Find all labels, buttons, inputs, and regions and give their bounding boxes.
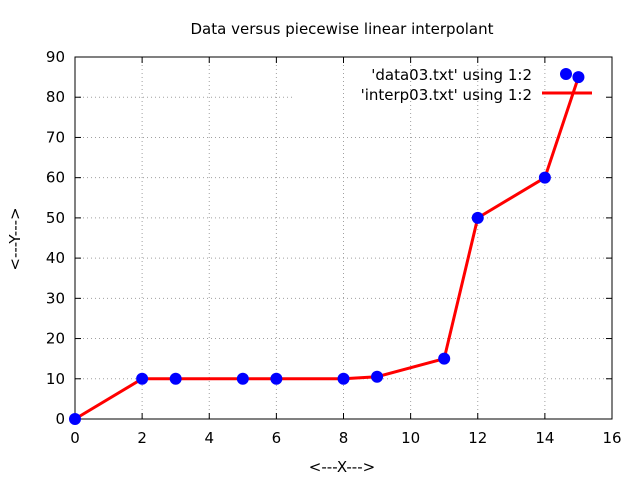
data-point <box>371 370 384 383</box>
chart-title: Data versus piecewise linear interpolant <box>191 20 494 38</box>
data-point <box>69 413 81 425</box>
grid <box>75 57 612 419</box>
legend-label-data: 'data03.txt' using 1:2 <box>371 66 532 84</box>
interp-line-segment <box>442 216 480 361</box>
y-tick-label: 90 <box>46 48 65 66</box>
data-point <box>538 171 551 184</box>
interp-line-segment <box>73 377 144 421</box>
y-tick-label: 40 <box>46 249 65 267</box>
y-tick-label: 70 <box>46 128 65 146</box>
x-axis-label: <---X---> <box>309 458 375 476</box>
data-point <box>236 372 249 385</box>
axes: 0 2 4 6 8 10 12 14 16 0 10 20 30 40 50 60 70 80 90 <box>46 48 622 447</box>
legend-sample-point <box>560 68 572 80</box>
x-tick-label: 4 <box>204 429 214 447</box>
interp-line-segment <box>476 176 547 220</box>
y-axis-label: <---Y---> <box>6 207 24 270</box>
y-tick-label: 30 <box>46 289 65 307</box>
x-tick-label: 0 <box>70 429 80 447</box>
data-point <box>337 372 350 385</box>
x-tick-label: 8 <box>339 429 349 447</box>
interp-line-segment <box>375 357 446 379</box>
y-tick-label: 10 <box>46 370 65 388</box>
data-point <box>572 71 585 84</box>
x-tick-label: 10 <box>401 429 420 447</box>
data-point <box>438 352 451 365</box>
y-tick-label: 0 <box>55 410 65 428</box>
x-tick-label: 6 <box>272 429 282 447</box>
data-point <box>169 372 182 385</box>
legend-label-interp: 'interp03.txt' using 1:2 <box>361 86 532 104</box>
legend: 'data03.txt' using 1:2 'interp03.txt' us… <box>361 66 592 104</box>
y-tick-label: 50 <box>46 209 65 227</box>
data-point <box>136 372 149 385</box>
y-tick-label: 60 <box>46 169 65 187</box>
y-tick-label: 20 <box>46 330 65 348</box>
y-tick-label: 80 <box>46 88 65 106</box>
x-tick-label: 16 <box>602 429 621 447</box>
data-point <box>471 211 484 224</box>
x-tick-label: 14 <box>535 429 554 447</box>
x-tick-label: 12 <box>468 429 487 447</box>
data-point <box>270 372 283 385</box>
x-tick-label: 2 <box>137 429 147 447</box>
